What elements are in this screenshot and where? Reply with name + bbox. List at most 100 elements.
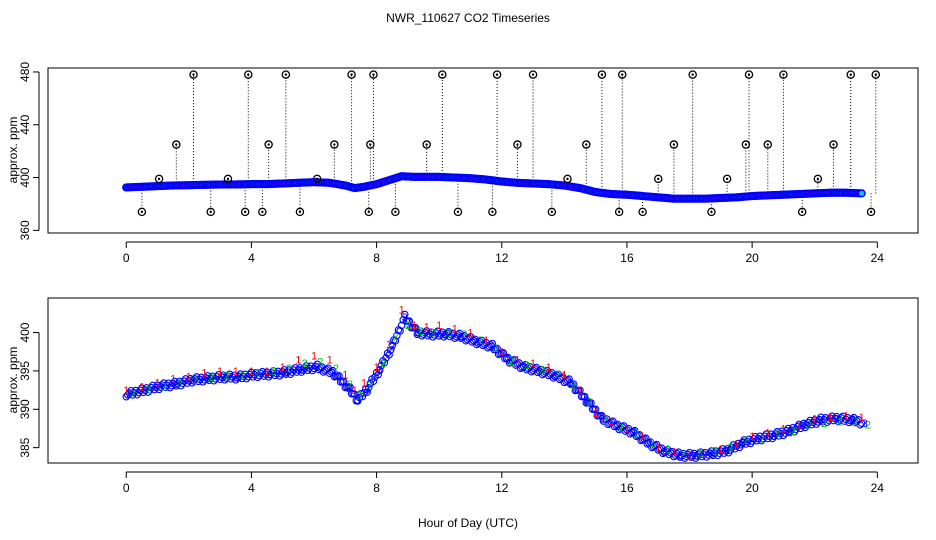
flask-point [813, 174, 823, 184]
flask-point [281, 70, 291, 79]
flask-point-center [284, 73, 288, 76]
flask-point-center [157, 177, 161, 181]
flask-point-center [140, 210, 144, 214]
series-1-marker: 1 [280, 362, 286, 374]
series-1-marker: 1 [295, 354, 301, 366]
x-tick-label: 12 [495, 481, 509, 495]
flask-point-center [315, 177, 319, 181]
flask-point-center [849, 73, 852, 76]
series-1-marker: 1 [718, 444, 724, 456]
x-tick-label: 8 [373, 251, 380, 265]
series-3-marker: 3 [583, 395, 589, 407]
series-1-marker: 1 [749, 431, 755, 443]
flask-point [582, 140, 591, 149]
flask-point-center [192, 73, 195, 76]
series-3-point [385, 351, 393, 359]
flask-point-center [394, 210, 397, 214]
series-3-marker: 3 [158, 381, 164, 393]
series-3-marker: 3 [834, 413, 840, 425]
flask-point [763, 140, 773, 149]
flask-point [618, 70, 627, 79]
flask-point-center [369, 143, 372, 146]
flask-point [779, 70, 788, 79]
flask-point-center [641, 210, 644, 214]
series-3-point [380, 358, 389, 367]
series-2-marker: 2 [333, 363, 339, 375]
series-3-marker: 3 [283, 367, 289, 379]
chart-title: NWR_110627 CO2 Timeseries [386, 11, 550, 25]
series-1-marker: 1 [467, 328, 473, 340]
series-2-marker: 2 [477, 335, 483, 347]
series-2-marker: 2 [461, 329, 467, 341]
flask-point [223, 174, 233, 184]
flask-point-center [657, 177, 660, 181]
series-1-marker: 1 [608, 416, 614, 428]
flask-point [312, 174, 322, 184]
series-2-marker: 2 [392, 331, 398, 343]
series-3-marker: 3 [862, 418, 868, 430]
series-1-marker: 1 [733, 439, 739, 451]
series-2-marker: 2 [270, 366, 276, 378]
series-2-marker: 2 [865, 420, 871, 432]
x-tick-label: 4 [248, 481, 255, 495]
series-1-marker: 1 [154, 377, 160, 389]
series-3-marker: 3 [787, 426, 793, 438]
series-3-marker: 3 [173, 379, 179, 391]
series-2-marker: 2 [649, 438, 655, 450]
flask-point [597, 70, 607, 79]
series-3-marker: 3 [205, 374, 211, 386]
series-3-marker: 3 [377, 364, 383, 376]
series-1-marker: 1 [640, 431, 646, 443]
flask-point-center [531, 73, 535, 76]
series-2-marker: 2 [539, 364, 545, 376]
series-1-marker: 1 [655, 443, 661, 455]
series-1-marker: 1 [170, 374, 176, 386]
flask-point [866, 207, 876, 217]
y-tick-label: 390 [18, 399, 32, 419]
x-tick-label: 16 [620, 481, 634, 495]
series-1-marker: 1 [248, 366, 254, 378]
continuous-point [857, 189, 866, 198]
series-1-marker: 1 [514, 354, 520, 366]
x-tick-label: 0 [123, 251, 130, 265]
series-1-marker: 1 [812, 413, 818, 425]
series-2-marker: 2 [743, 435, 749, 447]
series-2-marker: 2 [727, 443, 733, 455]
series-1-marker: 1 [686, 450, 692, 462]
flask-point [829, 140, 838, 149]
series-3-marker: 3 [402, 312, 408, 324]
flask-point [871, 70, 881, 79]
series-1-marker: 1 [827, 412, 833, 424]
flask-point [846, 70, 855, 79]
series-3-marker: 3 [802, 420, 808, 432]
x-tick-label: 12 [495, 251, 509, 265]
y-tick-label: 480 [18, 62, 32, 82]
series-3-point [354, 397, 362, 405]
flask-point [258, 207, 267, 217]
series-3-marker: 3 [552, 371, 558, 383]
series-3-marker: 3 [740, 438, 746, 450]
flask-point [547, 207, 557, 217]
flask-point-center [261, 210, 264, 214]
series-3-marker: 3 [646, 438, 652, 450]
flask-point-center [766, 143, 769, 146]
series-2-marker: 2 [680, 449, 686, 461]
series-3-marker: 3 [818, 415, 824, 427]
x-tick-label: 8 [373, 481, 380, 495]
series-2-marker: 2 [508, 356, 514, 368]
series-1-marker: 1 [859, 412, 865, 424]
series-2-marker: 2 [618, 423, 624, 435]
series-3-marker: 3 [364, 384, 370, 396]
series-3-marker: 3 [458, 331, 464, 343]
y-tick-label: 400 [18, 322, 32, 342]
series-1-marker: 1 [399, 305, 405, 317]
series-1-marker: 1 [311, 351, 317, 363]
series-1-marker: 1 [386, 339, 392, 351]
flask-point [422, 140, 431, 149]
flask-point [438, 70, 447, 79]
series-3-point [391, 337, 400, 345]
series-1-marker: 1 [201, 367, 207, 379]
y-tick-label: 385 [18, 437, 32, 457]
flask-point [366, 140, 375, 149]
